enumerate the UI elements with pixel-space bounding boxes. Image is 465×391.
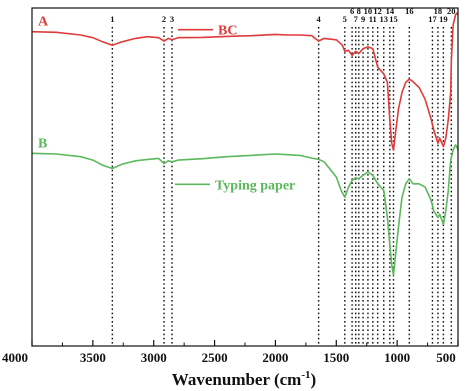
peak-label: 4 (317, 14, 322, 24)
peak-label: 11 (369, 14, 377, 24)
peak-label: 13 (380, 14, 389, 24)
series-letter: B (38, 136, 47, 151)
series-line (31, 144, 459, 276)
plot-frame (31, 7, 459, 347)
peak-label: 19 (439, 14, 448, 24)
x-tick-label: 1500 (323, 350, 349, 365)
x-tick-label: 4000 (2, 350, 28, 365)
peak-label: 1 (110, 14, 114, 24)
x-axis-label: Wavenumber (cm-1) (172, 369, 316, 389)
peak-label: 10 (364, 6, 373, 16)
peak-label: 18 (434, 6, 443, 16)
series-letter: A (38, 15, 49, 30)
peak-label: 3 (170, 14, 174, 24)
peak-label: 9 (361, 14, 365, 24)
legend-label: Typing paper (215, 178, 295, 193)
x-tick-label: 2000 (262, 350, 288, 365)
x-tick-label: 2500 (202, 350, 228, 365)
peak-label: 12 (373, 6, 382, 16)
series-line (31, 12, 459, 151)
x-ticks: 4000 3500 3000 2500 2000 1500 1000 500 (2, 340, 459, 365)
x-tick-label: 500 (436, 350, 456, 365)
peak-label: 15 (389, 14, 398, 24)
peak-label: 20 (447, 6, 456, 16)
x-tick-label: 3500 (80, 350, 106, 365)
peak-label: 8 (357, 6, 361, 16)
peak-label: 17 (428, 14, 437, 24)
axis-frame (31, 7, 459, 347)
peak-label: 2 (162, 14, 166, 24)
peak-label: 6 (350, 6, 354, 16)
peak-label: 14 (386, 6, 395, 16)
x-tick-label: 3000 (141, 350, 167, 365)
peak-label: 16 (405, 6, 414, 16)
series-annotations: A BC B Typing paper (38, 15, 295, 194)
series-layer (31, 12, 459, 276)
peak-label: 5 (343, 14, 347, 24)
x-tick-label: 1000 (384, 350, 410, 365)
peak-label: 7 (354, 14, 359, 24)
legend-label: BC (218, 24, 237, 39)
